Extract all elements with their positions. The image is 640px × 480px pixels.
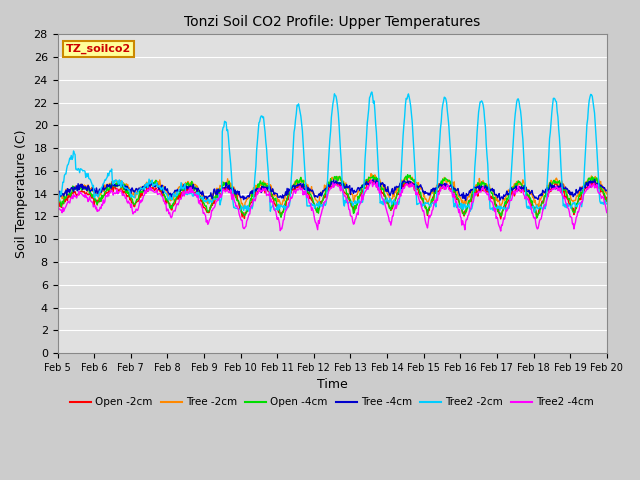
Line: Tree2 -4cm: Tree2 -4cm <box>58 180 607 231</box>
Open -2cm <box>174 196 182 202</box>
Tree -4cm <box>554 186 561 192</box>
Open -2cm <box>324 188 332 193</box>
Line: Tree -2cm: Tree -2cm <box>58 174 607 207</box>
Tree2 -4cm <box>603 210 611 216</box>
Tree2 -4cm <box>198 204 205 210</box>
Y-axis label: Soil Temperature (C): Soil Temperature (C) <box>15 130 28 258</box>
Title: Tonzi Soil CO2 Profile: Upper Temperatures: Tonzi Soil CO2 Profile: Upper Temperatur… <box>184 15 480 29</box>
Tree2 -4cm <box>174 202 182 208</box>
Tree -4cm <box>377 180 385 186</box>
Tree -4cm <box>431 185 439 191</box>
Tree2 -2cm <box>54 195 61 201</box>
Line: Open -4cm: Open -4cm <box>58 175 607 218</box>
Tree2 -2cm <box>432 204 440 210</box>
Text: TZ_soilco2: TZ_soilco2 <box>66 44 131 54</box>
Open -4cm <box>603 198 611 204</box>
Line: Tree -4cm: Tree -4cm <box>58 180 607 200</box>
Open -4cm <box>404 172 412 178</box>
Tree -2cm <box>379 181 387 187</box>
Legend: Open -2cm, Tree -2cm, Open -4cm, Tree -4cm, Tree2 -2cm, Tree2 -4cm: Open -2cm, Tree -2cm, Open -4cm, Tree -4… <box>66 393 598 412</box>
Open -2cm <box>367 176 374 182</box>
Tree2 -4cm <box>432 200 440 205</box>
Tree -2cm <box>324 180 332 186</box>
Open -2cm <box>432 186 440 192</box>
Tree -4cm <box>198 192 205 198</box>
Open -2cm <box>497 216 504 222</box>
Open -2cm <box>198 198 205 204</box>
Tree -2cm <box>240 204 248 210</box>
Tree -4cm <box>324 183 332 189</box>
Open -4cm <box>554 179 562 185</box>
Line: Tree2 -2cm: Tree2 -2cm <box>58 92 607 213</box>
Tree2 -2cm <box>531 210 538 216</box>
Tree -4cm <box>496 197 504 203</box>
Tree -4cm <box>54 188 61 193</box>
Tree -2cm <box>603 191 611 197</box>
Open -4cm <box>174 191 182 197</box>
Tree2 -4cm <box>497 228 504 234</box>
Tree2 -4cm <box>378 194 385 200</box>
Tree2 -2cm <box>603 201 611 207</box>
Tree -2cm <box>198 191 205 197</box>
Open -4cm <box>54 193 61 199</box>
Open -4cm <box>377 183 385 189</box>
Tree -4cm <box>591 177 598 182</box>
Tree -2cm <box>433 182 440 188</box>
Open -4cm <box>432 191 440 196</box>
Open -2cm <box>378 190 385 196</box>
Tree2 -2cm <box>324 176 332 182</box>
Tree -2cm <box>554 180 562 185</box>
Tree2 -4cm <box>367 178 375 183</box>
Open -2cm <box>54 198 61 204</box>
Tree -4cm <box>174 188 182 194</box>
Tree2 -2cm <box>368 89 376 95</box>
Tree2 -2cm <box>198 194 205 200</box>
Tree -2cm <box>54 190 61 196</box>
Tree2 -2cm <box>174 190 182 195</box>
Open -2cm <box>603 198 611 204</box>
Tree2 -2cm <box>378 201 385 206</box>
Open -2cm <box>554 183 562 189</box>
X-axis label: Time: Time <box>317 378 348 391</box>
Tree -2cm <box>367 171 375 177</box>
Tree -2cm <box>174 186 182 192</box>
Line: Open -2cm: Open -2cm <box>58 179 607 219</box>
Open -4cm <box>198 195 205 201</box>
Tree -4cm <box>603 187 611 193</box>
Tree2 -2cm <box>554 114 562 120</box>
Open -4cm <box>324 182 332 188</box>
Tree2 -4cm <box>554 188 562 193</box>
Tree2 -4cm <box>324 192 332 198</box>
Tree2 -4cm <box>54 204 61 209</box>
Open -4cm <box>532 215 540 221</box>
